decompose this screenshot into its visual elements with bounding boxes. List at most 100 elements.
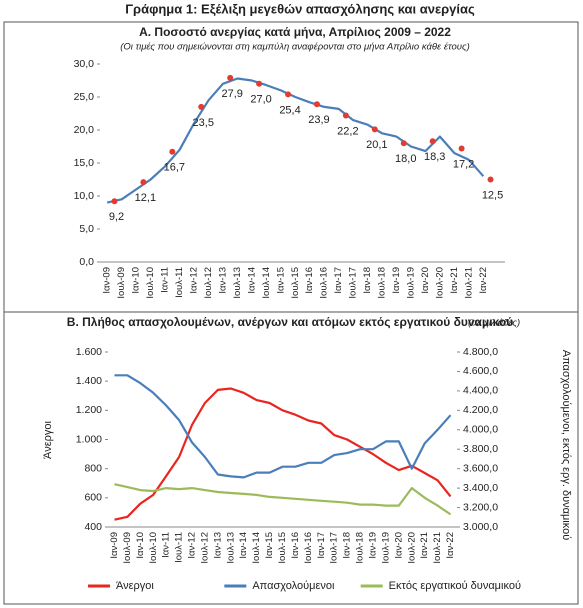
value-label: 18,3 bbox=[424, 151, 445, 163]
y-tick-label: 15,0 bbox=[74, 157, 95, 169]
value-label: 22,2 bbox=[337, 125, 358, 137]
x-tick-label: Ιαν-19 bbox=[391, 267, 402, 294]
legend-label: Άνεργοι bbox=[116, 580, 154, 592]
y-tick-label: 5,0 bbox=[79, 223, 94, 235]
y2-tick-label: 4.600,0 bbox=[463, 365, 498, 377]
x-tick-label: Ιαν-14 bbox=[246, 267, 257, 294]
x-tick-label: Ιουλ-16 bbox=[319, 267, 330, 299]
value-label: 23,5 bbox=[193, 117, 214, 129]
marker bbox=[429, 138, 436, 145]
legend-label: Απασχολούμενοι bbox=[252, 580, 335, 592]
x-tick-label: Ιουλ-13 bbox=[232, 267, 243, 299]
x-tick-label: Ιαν-22 bbox=[478, 267, 489, 294]
value-label: 25,4 bbox=[279, 104, 300, 116]
value-label: 27,9 bbox=[221, 88, 242, 100]
x-tick-label: Ιουλ-21 bbox=[463, 267, 474, 299]
x-tick-label: Ιουλ-17 bbox=[329, 532, 340, 564]
y-tick-label: 600 bbox=[84, 492, 102, 504]
x-tick-label: Ιουλ-11 bbox=[174, 532, 185, 563]
x-tick-label: Ιαν-12 bbox=[187, 532, 198, 559]
x-tick-label: Ιαν-17 bbox=[333, 267, 344, 294]
value-label: 9,2 bbox=[109, 211, 124, 223]
x-tick-label: Ιουλ-09 bbox=[116, 267, 127, 299]
x-tick-label: Ιουλ-18 bbox=[355, 532, 366, 564]
x-tick-label: Ιουλ-16 bbox=[303, 532, 314, 564]
y-tick-label: 20,0 bbox=[74, 124, 95, 136]
x-tick-label: Ιαν-15 bbox=[264, 532, 275, 559]
marker bbox=[285, 91, 292, 98]
y-tick-label: 400 bbox=[84, 521, 102, 533]
line bbox=[106, 77, 485, 204]
line bbox=[114, 374, 452, 479]
x-tick-label: Ιαν-11 bbox=[160, 267, 171, 293]
x-tick-label: Ιαν-17 bbox=[316, 532, 327, 559]
y-tick-label: 1.400 bbox=[76, 375, 102, 387]
x-tick-label: Ιαν-09 bbox=[102, 267, 113, 294]
y2-tick-label: 3.400,0 bbox=[463, 482, 498, 494]
marker bbox=[458, 145, 465, 152]
x-tick-label: Ιουλ-18 bbox=[377, 267, 388, 299]
x-tick-label: Ιαν-11 bbox=[161, 532, 172, 558]
x-tick-label: Ιουλ-20 bbox=[434, 267, 445, 299]
y2-tick-label: 3.200,0 bbox=[463, 501, 498, 513]
x-tick-label: Ιουλ-15 bbox=[290, 267, 301, 299]
x-tick-label: Ιαν-15 bbox=[275, 267, 286, 294]
x-tick-label: Ιαν-12 bbox=[189, 267, 200, 294]
marker bbox=[487, 176, 494, 183]
x-tick-label: Ιουλ-12 bbox=[199, 532, 210, 564]
x-tick-label: Ιουλ-12 bbox=[203, 267, 214, 299]
marker bbox=[400, 140, 407, 147]
x-tick-label: Ιαν-18 bbox=[362, 267, 373, 294]
y2-tick-label: 4.800,0 bbox=[463, 346, 498, 358]
panel-frame bbox=[3, 311, 579, 605]
y2-tick-label: 4.200,0 bbox=[463, 404, 498, 416]
y-tick-label: 1.000 bbox=[76, 433, 102, 445]
marker bbox=[111, 198, 118, 205]
panel-subtitle: (σε χιλιάδες) bbox=[468, 318, 520, 329]
y-tick-label: 10,0 bbox=[74, 190, 95, 202]
x-tick-label: Ιαν-16 bbox=[290, 532, 301, 559]
marker bbox=[227, 74, 234, 81]
x-tick-label: Ιαν-21 bbox=[419, 532, 430, 559]
marker bbox=[140, 179, 147, 186]
x-tick-label: Ιαν-13 bbox=[217, 267, 228, 294]
x-tick-label: Ιαν-18 bbox=[342, 532, 353, 559]
y-tick-label: 1.200 bbox=[76, 404, 102, 416]
panel-title: Β. Πλήθος απασχολουμένων, ανέργων και ατ… bbox=[67, 315, 513, 329]
y-tick-label: 800 bbox=[84, 462, 102, 474]
y-tick-label: 1.600 bbox=[76, 346, 102, 358]
x-tick-label: Ιαν-09 bbox=[109, 532, 120, 559]
y2-tick-label: 4.000,0 bbox=[463, 424, 498, 436]
y2-axis-title: Απασχολούμενοι, εκτός εργ. δυναμικού bbox=[560, 350, 572, 540]
x-tick-label: Ιαν-10 bbox=[131, 267, 142, 294]
y-tick-label: 30,0 bbox=[74, 58, 95, 70]
value-label: 23,9 bbox=[308, 114, 329, 126]
marker bbox=[256, 80, 263, 87]
page-title: Γράφημα 1: Εξέλιξη μεγεθών απασχόλησης κ… bbox=[125, 1, 475, 16]
x-tick-label: Ιουλ-19 bbox=[380, 532, 391, 564]
line bbox=[114, 483, 452, 516]
x-tick-label: Ιουλ-15 bbox=[277, 532, 288, 564]
value-label: 12,1 bbox=[135, 192, 156, 204]
x-tick-label: Ιουλ-20 bbox=[406, 532, 417, 564]
value-label: 18,0 bbox=[395, 153, 416, 165]
x-tick-label: Ιουλ-17 bbox=[348, 267, 359, 299]
x-tick-label: Ιαν-20 bbox=[420, 267, 431, 294]
x-tick-label: Ιαν-14 bbox=[238, 532, 249, 559]
value-label: 17,2 bbox=[453, 158, 474, 170]
x-tick-label: Ιαν-13 bbox=[212, 532, 223, 559]
value-label: 27,0 bbox=[250, 94, 271, 106]
marker bbox=[371, 126, 378, 133]
x-tick-label: Ιουλ-13 bbox=[225, 532, 236, 564]
y-tick-label: 25,0 bbox=[74, 91, 95, 103]
y2-tick-label: 3.600,0 bbox=[463, 462, 498, 474]
x-tick-label: Ιουλ-19 bbox=[405, 267, 416, 299]
x-tick-label: Ιαν-22 bbox=[445, 532, 456, 559]
legend-label: Εκτός εργατικού δυναμικού bbox=[389, 580, 521, 592]
x-tick-label: Ιουλ-09 bbox=[122, 532, 133, 564]
value-label: 12,5 bbox=[482, 189, 503, 201]
line bbox=[114, 387, 452, 521]
x-tick-label: Ιαν-16 bbox=[304, 267, 315, 294]
y-tick-label: 0,0 bbox=[79, 256, 94, 268]
